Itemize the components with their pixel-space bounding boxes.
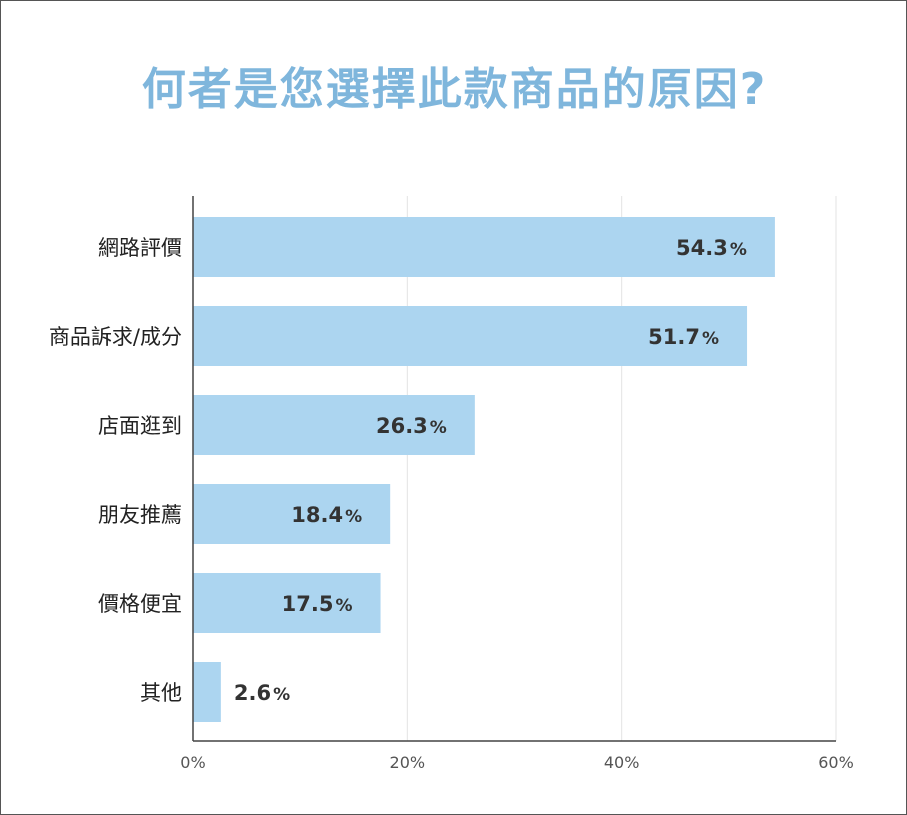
data-label: 18.4% [291, 503, 362, 527]
bar [193, 662, 221, 722]
data-label: 54.3% [676, 236, 747, 260]
category-label: 網路評價 [98, 236, 182, 260]
category-label: 店面逛到 [98, 414, 182, 438]
x-tick-label: 20% [390, 753, 426, 772]
data-label: 51.7% [648, 325, 719, 349]
x-tick-label: 40% [604, 753, 640, 772]
data-label: 17.5% [282, 592, 353, 616]
category-label: 價格便宜 [98, 592, 182, 616]
bar [193, 306, 748, 366]
bar [193, 395, 475, 455]
x-tick-label: 60% [818, 753, 854, 772]
data-label: 26.3% [376, 414, 447, 438]
data-label: 2.6% [234, 681, 290, 705]
category-label: 其他 [140, 681, 182, 705]
bar [193, 484, 391, 544]
chart-title: 何者是您選擇此款商品的原因? [141, 64, 768, 115]
category-label: 朋友推薦 [98, 503, 182, 527]
category-label: 商品訴求/成分 [49, 325, 182, 349]
x-tick-label: 0% [180, 753, 205, 772]
bar [193, 217, 775, 277]
bar [193, 573, 381, 633]
